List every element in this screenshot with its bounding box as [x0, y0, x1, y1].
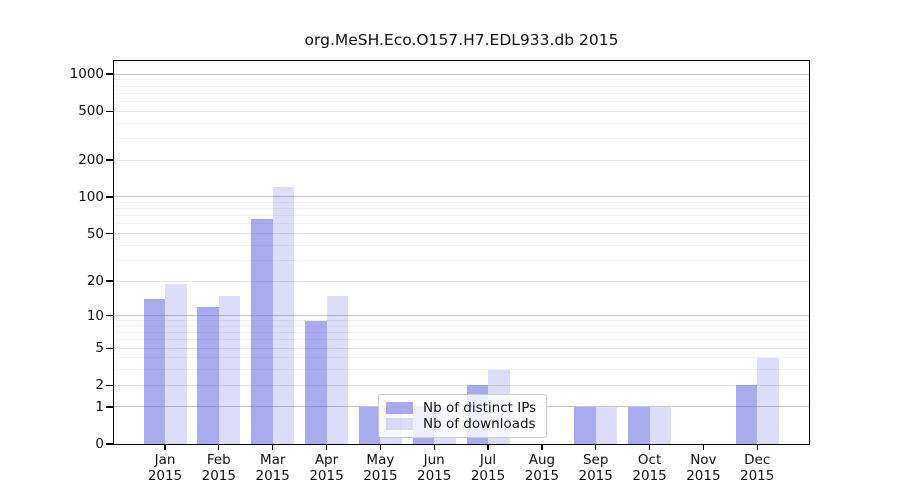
x-axis-tick-mark: [487, 445, 489, 450]
bar-downloads-sep: [595, 406, 618, 444]
y-axis-tick-mark: [106, 159, 113, 161]
legend-label: Nb of distinct IPs: [423, 400, 537, 416]
x-axis-tick-label-feb: Feb 2015: [201, 452, 236, 484]
bar-distinct-ips-sep: [574, 406, 596, 444]
y-axis-tick-label: 1: [95, 398, 104, 415]
x-axis-tick-mark: [595, 445, 597, 450]
bar-downloads-oct: [649, 406, 672, 444]
bar-distinct-ips-jan: [143, 299, 165, 444]
gridline-y-50: [114, 233, 809, 234]
legend-label: Nb of downloads: [423, 416, 536, 432]
y-axis-tick-label: 5: [95, 340, 104, 357]
gridline-y-8: [114, 325, 809, 327]
bar-distinct-ips-oct: [628, 406, 650, 444]
y-axis-tick-label: 50: [86, 225, 104, 242]
bar-downloads-jan: [165, 283, 187, 444]
x-axis-tick-label-mar: Mar 2015: [255, 452, 290, 484]
x-axis-tick-label-may: May 2015: [363, 452, 398, 484]
gridline-y-400: [114, 122, 809, 124]
bar-downloads-feb: [218, 295, 241, 444]
gridline-y-4: [114, 357, 809, 359]
x-axis-tick-mark: [379, 445, 382, 450]
y-axis-tick-mark: [106, 73, 113, 75]
gridline-y-600: [114, 100, 809, 102]
bar-distinct-ips-dec: [735, 385, 758, 444]
gridline-y-300: [114, 137, 809, 139]
x-axis-tick-mark: [433, 445, 435, 450]
x-axis-tick-mark: [649, 445, 651, 450]
x-axis-tick-label-jul: Jul 2015: [470, 452, 506, 484]
y-axis-tick-label: 1000: [69, 66, 104, 82]
gridline-y-40: [114, 244, 809, 246]
gridline-y-1000: [114, 73, 809, 75]
bar-downloads-apr: [326, 295, 348, 444]
gridline-y-2: [114, 384, 809, 386]
legend-item-distinct-ips: Nb of distinct IPs: [386, 400, 536, 416]
x-axis-tick-label-sep: Sep 2015: [578, 452, 613, 484]
gridline-y-100: [114, 196, 809, 198]
x-axis-tick-label-jan: Jan 2015: [147, 452, 183, 484]
gridline-y-3: [114, 369, 809, 371]
gridline-y-60: [114, 223, 809, 225]
x-axis-tick-mark: [541, 445, 543, 450]
gridline-y-900: [114, 79, 809, 81]
x-axis-tick-label-oct: Oct 2015: [632, 452, 667, 484]
y-axis-tick-label: 2: [95, 377, 104, 394]
gridline-y-800: [114, 85, 809, 87]
legend-item-downloads: Nb of downloads: [386, 416, 536, 432]
x-axis-tick-mark: [756, 445, 758, 450]
y-axis-tick-label: 200: [78, 152, 104, 168]
x-axis-tick-label-aug: Aug 2015: [524, 452, 560, 484]
gridline-y-7: [114, 332, 809, 334]
gridline-y-5: [114, 347, 809, 349]
x-axis-tick-label-apr: Apr 2015: [309, 452, 344, 484]
x-axis-tick-mark: [218, 445, 220, 450]
gridline-y-200: [114, 159, 809, 161]
gridline-y-700: [114, 92, 809, 94]
bar-distinct-ips-may: [358, 406, 381, 444]
y-axis-tick-label: 0: [95, 436, 104, 452]
plot-area: [113, 60, 810, 445]
bar-distinct-ips-apr: [305, 320, 327, 444]
x-axis-tick-label-nov: Nov 2015: [686, 452, 721, 484]
x-axis-tick-label-dec: Dec 2015: [740, 452, 775, 484]
y-axis-tick-mark: [106, 347, 113, 349]
y-axis-tick-label: 100: [78, 188, 104, 205]
bar-distinct-ips-feb: [197, 306, 219, 444]
x-axis-tick-mark: [325, 445, 328, 450]
y-axis-tick-mark: [106, 280, 113, 282]
gridline-y-70: [114, 215, 809, 217]
bar-downloads-dec: [757, 357, 779, 444]
y-axis-tick-label: 500: [78, 103, 104, 120]
y-axis-tick-mark: [106, 443, 113, 445]
legend-swatch-distinct-ips: [386, 402, 413, 414]
legend-swatch-downloads: [386, 418, 413, 430]
gridline-y-6: [114, 339, 809, 341]
y-axis-tick-mark: [106, 110, 113, 112]
y-axis-tick-mark: [106, 315, 113, 317]
y-axis-tick-mark: [106, 406, 113, 408]
gridline-y-30: [114, 259, 809, 261]
gridline-y-500: [114, 110, 809, 112]
gridline-y-80: [114, 208, 809, 210]
gridline-y-20: [114, 280, 809, 282]
gridline-y-10: [114, 315, 809, 317]
gridline-y-9: [114, 320, 809, 322]
y-axis-tick-mark: [106, 232, 113, 235]
x-axis-tick-mark: [702, 445, 705, 450]
legend: Nb of distinct IPs Nb of downloads: [378, 394, 548, 438]
y-axis-tick-label: 10: [86, 307, 104, 324]
y-axis-tick-label: 20: [86, 273, 104, 289]
x-axis-tick-label-jun: Jun 2015: [417, 452, 452, 484]
bar-downloads-mar: [272, 187, 295, 444]
y-axis-tick-mark: [106, 196, 113, 198]
x-axis-tick-mark: [164, 445, 166, 450]
gridline-y-90: [114, 202, 809, 203]
x-axis-tick-mark: [272, 445, 274, 450]
y-axis-tick-mark: [106, 384, 113, 386]
chart-title: org.MeSH.Eco.O157.H7.EDL933.db 2015: [304, 31, 619, 49]
bar-distinct-ips-mar: [251, 218, 273, 444]
